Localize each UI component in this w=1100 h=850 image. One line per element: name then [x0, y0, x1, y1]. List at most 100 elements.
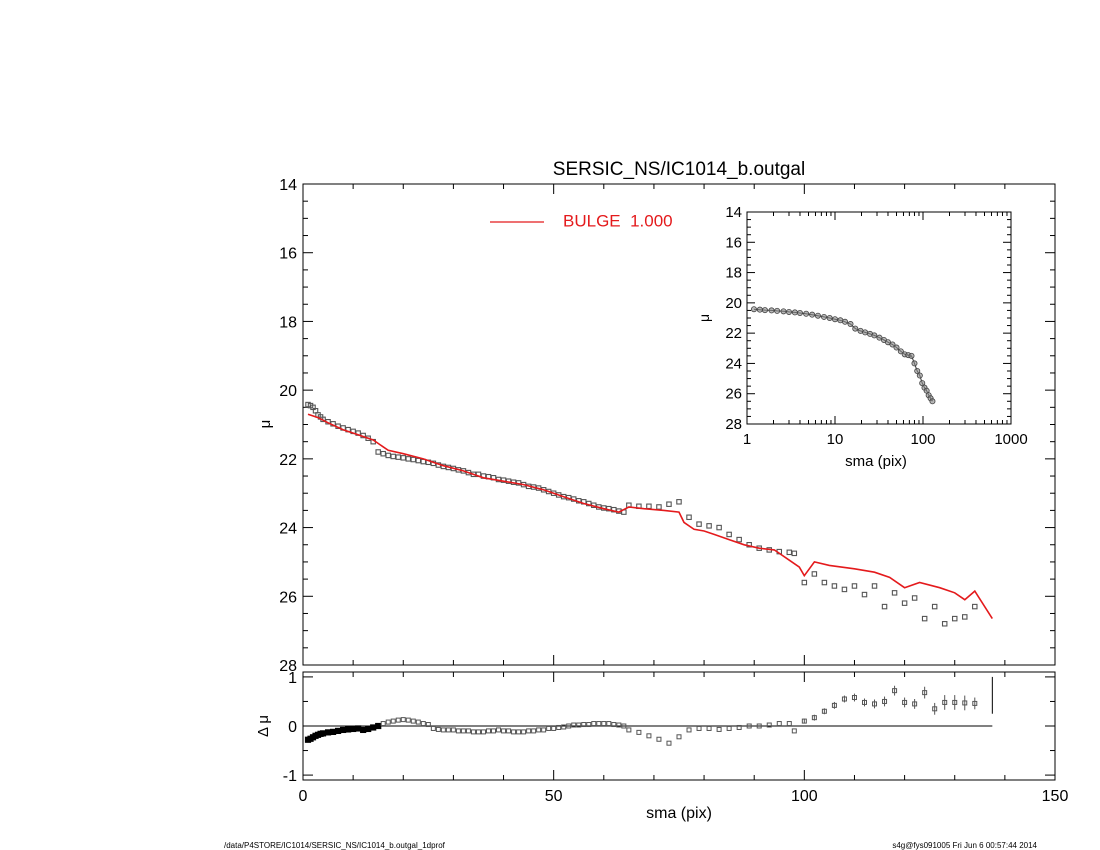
- residual-data-point: [355, 725, 362, 732]
- inset-data-point: [791, 309, 798, 316]
- residual-data-point: [400, 717, 406, 723]
- inset-data-point: [914, 367, 921, 374]
- inset-data-point: [862, 329, 869, 336]
- inset-data-point: [780, 308, 787, 315]
- inset-y-tick-label: 20: [725, 295, 742, 312]
- main-data-point: [736, 536, 742, 543]
- main-data-point: [410, 456, 417, 463]
- residual-data-point: [329, 728, 337, 735]
- residual-data-point: [350, 725, 357, 733]
- residual-data-point: [571, 722, 577, 728]
- residual-data-point: [475, 729, 481, 735]
- residual-data-point: [551, 725, 557, 731]
- residual-data-point: [445, 727, 451, 733]
- inset-x-tick-label: 1: [743, 431, 751, 448]
- residual-data-point: [786, 721, 792, 727]
- inset-y-tick-label: 24: [725, 355, 742, 372]
- residual-data-point: [591, 721, 597, 727]
- inset-data-point: [832, 316, 839, 323]
- main-data-point: [676, 499, 682, 505]
- inset-data-point: [916, 372, 923, 379]
- inset-data-point: [774, 307, 781, 314]
- residual-data-point: [561, 724, 567, 730]
- main-data-point: [811, 571, 818, 577]
- residual-data-point: [942, 699, 948, 705]
- residual-data-point: [365, 725, 372, 733]
- footer-file-path: /data/P4STORE/IC1014/SERSIC_NS/IC1014_b.…: [224, 841, 445, 850]
- residual-data-point: [601, 721, 607, 727]
- residual-data-point: [526, 728, 532, 734]
- residual-data-point: [776, 721, 782, 727]
- residual-data-point: [465, 728, 471, 734]
- residual-data-point: [334, 727, 342, 735]
- residual-data-point: [972, 700, 978, 706]
- residual-data-point: [430, 725, 436, 731]
- main-data-point: [801, 579, 808, 586]
- residual-data-point: [480, 729, 486, 735]
- main-data-point: [821, 579, 828, 586]
- main-y-tick-label: 26: [279, 589, 297, 606]
- main-data-point: [851, 583, 858, 589]
- main-y-tick-label: 14: [279, 177, 297, 194]
- residual-data-point: [736, 724, 742, 730]
- residual-data-point: [576, 722, 582, 728]
- residual-data-point: [546, 725, 552, 731]
- residual-data-point: [470, 729, 476, 735]
- inset-x-tick-label: 1000: [994, 431, 1027, 448]
- residual-data-point: [435, 726, 441, 732]
- main-data-point: [390, 453, 396, 460]
- residual-data-point: [405, 717, 411, 723]
- main-data-point: [786, 549, 793, 556]
- residual-data-point: [420, 721, 426, 727]
- residual-data-point: [455, 728, 461, 734]
- residual-data-point: [656, 736, 662, 742]
- residual-data-point: [556, 724, 562, 730]
- x-tick-label: 0: [299, 788, 308, 805]
- main-data-point: [931, 603, 938, 610]
- residual-data-point: [516, 729, 522, 735]
- residual-data-point: [536, 727, 542, 733]
- inset-data-point: [768, 307, 775, 314]
- main-plot-panel: 14 16 18 20 22 24 26 28 μ BULGE 1.000: [257, 177, 1056, 675]
- inset-y-axis-label: μ: [696, 314, 712, 322]
- inset-data-point: [803, 310, 810, 317]
- residual-data-point: [626, 727, 632, 733]
- main-data-point: [841, 586, 848, 593]
- residual-data-point: [324, 729, 332, 736]
- main-y-tick-label: 20: [279, 383, 297, 400]
- inset-data-point: [842, 318, 849, 325]
- residual-data-point: [425, 722, 431, 728]
- residual-data-point: [932, 706, 938, 712]
- residual-data-point: [460, 728, 466, 734]
- residual-data-point: [636, 729, 642, 735]
- inset-y-tick-label: 22: [725, 325, 742, 342]
- main-data-point: [696, 521, 702, 527]
- residual-data-point: [962, 700, 968, 706]
- residual-data-point: [726, 725, 732, 731]
- residual-y-axis-label: Δ μ: [255, 715, 272, 737]
- residual-data-point: [676, 734, 682, 740]
- residual-data-point: [410, 718, 416, 724]
- inset-data-point: [796, 310, 803, 317]
- residual-data-point: [611, 722, 617, 728]
- main-data-point: [941, 621, 948, 627]
- residual-data-point: [892, 688, 898, 694]
- residual-data-point: [952, 699, 958, 705]
- residual-data-point: [766, 722, 772, 728]
- residual-data-point: [385, 719, 391, 725]
- residual-data-point: [415, 719, 421, 725]
- residual-data-point: [696, 725, 702, 731]
- legend-label-bulge: BULGE 1.000: [563, 211, 673, 230]
- main-y-tick-label: 18: [279, 314, 297, 331]
- main-data-point: [405, 456, 412, 462]
- residual-data-point: [581, 722, 587, 728]
- residual-data-point: [841, 696, 847, 702]
- residual-y-tick-label: -1: [283, 768, 297, 785]
- inset-data-point: [809, 311, 816, 318]
- main-data-point: [861, 591, 868, 598]
- residual-data-point: [395, 717, 401, 723]
- residual-data-point: [716, 726, 722, 732]
- main-data-point: [951, 615, 958, 622]
- residual-y-tick-label: 0: [288, 719, 297, 736]
- residual-data-point: [646, 733, 652, 739]
